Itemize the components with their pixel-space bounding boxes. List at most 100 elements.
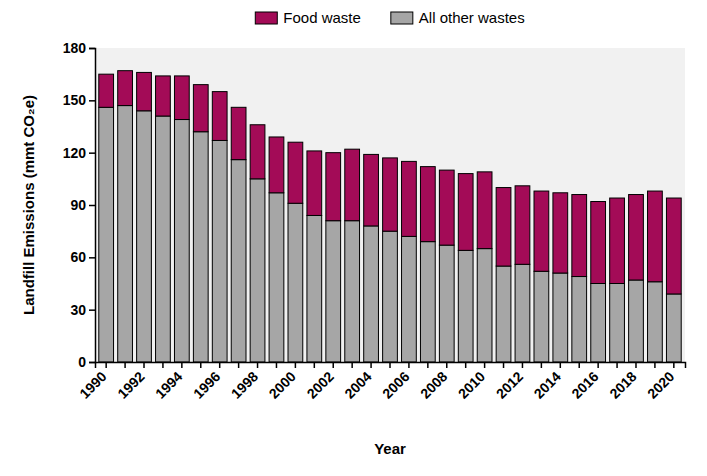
y-tick-label: 90 xyxy=(70,197,86,213)
bar xyxy=(137,111,152,362)
y-tick: 90 xyxy=(70,197,95,213)
bar xyxy=(591,284,606,363)
x-tick xyxy=(579,362,580,368)
bar xyxy=(307,151,322,216)
bar xyxy=(383,158,398,231)
x-tick-label: 2014 xyxy=(531,368,564,401)
x-tick-mark xyxy=(314,362,316,368)
bar xyxy=(307,215,322,362)
bar xyxy=(402,236,417,362)
x-tick-mark xyxy=(219,362,221,368)
bar xyxy=(364,226,379,362)
bar xyxy=(402,161,417,236)
legend-label: All other wastes xyxy=(419,9,525,26)
x-tick-label: 2018 xyxy=(606,368,639,401)
x-tick-mark xyxy=(351,362,353,368)
x-tick: 1990 xyxy=(76,362,109,402)
y-tick-mark xyxy=(89,152,95,154)
y-tick-label: 180 xyxy=(63,40,87,56)
bar xyxy=(231,107,246,159)
x-tick-mark xyxy=(370,362,372,368)
y-tick: 0 xyxy=(78,354,95,370)
x-tick: 1994 xyxy=(152,362,185,402)
x-tick-label: 2000 xyxy=(266,368,299,401)
bar xyxy=(174,76,189,120)
bar xyxy=(137,72,152,110)
x-tick-label: 1998 xyxy=(228,368,261,401)
legend: Food wasteAll other wastes xyxy=(255,9,524,26)
x-tick xyxy=(276,362,277,368)
legend-item: All other wastes xyxy=(391,9,525,26)
x-tick xyxy=(200,362,201,368)
y-tick: 180 xyxy=(63,40,95,56)
x-tick-mark xyxy=(238,362,240,368)
legend-swatch xyxy=(255,12,277,24)
x-tick-mark xyxy=(616,362,618,368)
x-tick: 2000 xyxy=(266,362,299,402)
legend-swatch xyxy=(391,12,413,24)
y-tick: 150 xyxy=(63,92,95,108)
x-tick xyxy=(162,362,163,368)
bar xyxy=(666,294,681,362)
bar xyxy=(534,271,549,362)
y-tick: 60 xyxy=(70,249,95,265)
x-tick-label: 2016 xyxy=(568,368,601,401)
bar xyxy=(648,191,663,282)
x-tick xyxy=(617,362,618,368)
x-tick: 2008 xyxy=(417,362,450,402)
y-tick: 120 xyxy=(63,145,95,161)
bars xyxy=(99,71,681,362)
bar xyxy=(99,74,114,107)
x-tick-mark xyxy=(654,362,656,368)
x-tick: 2020 xyxy=(644,362,677,402)
y-tick-mark xyxy=(89,205,95,207)
bar xyxy=(118,106,133,362)
x-tick xyxy=(541,362,542,368)
x-tick: 2006 xyxy=(379,362,412,402)
x-tick xyxy=(427,362,428,368)
y-tick-label: 30 xyxy=(70,302,86,318)
bar xyxy=(193,85,208,132)
bar xyxy=(364,154,379,226)
series-bars xyxy=(99,71,681,294)
x-tick-mark xyxy=(332,362,334,368)
x-tick-mark xyxy=(597,362,599,368)
x-tick-label: 1990 xyxy=(76,368,109,401)
x-tick xyxy=(390,362,391,368)
bar xyxy=(553,273,568,362)
bar xyxy=(174,120,189,362)
x-tick-mark xyxy=(143,362,145,368)
x-tick xyxy=(352,362,353,368)
x-tick: 1998 xyxy=(228,362,261,402)
bar xyxy=(629,280,644,362)
x-tick-mark xyxy=(560,362,562,368)
bar xyxy=(193,132,208,362)
bar xyxy=(326,153,341,221)
bar xyxy=(345,149,360,221)
bar xyxy=(610,284,625,363)
x-tick: 1992 xyxy=(114,362,147,402)
y-axis-title: Landfill Emissions (mmt CO₂e) xyxy=(20,95,37,315)
bar xyxy=(648,282,663,362)
x-axis-line xyxy=(96,363,686,369)
x-tick-mark xyxy=(408,362,410,368)
y-axis: 0 30 60 90 120 150 180 xyxy=(63,40,96,370)
x-tick-label: 2004 xyxy=(341,368,374,401)
x-axis: 1990199219941996199820002002200420062008… xyxy=(76,362,685,402)
bar xyxy=(118,71,133,106)
chart: 0 30 60 90 120 150 180 199019921994199619982000… xyxy=(0,0,707,476)
x-tick xyxy=(654,362,655,368)
bar xyxy=(572,195,587,277)
x-tick-mark xyxy=(105,362,107,368)
bar xyxy=(553,193,568,273)
y-tick-label: 60 xyxy=(70,249,86,265)
x-tick-label: 2012 xyxy=(493,368,526,401)
x-tick-mark xyxy=(181,362,183,368)
x-tick-mark xyxy=(162,362,164,368)
bar xyxy=(477,172,492,249)
x-tick-mark xyxy=(673,362,675,368)
x-tick xyxy=(238,362,239,368)
x-axis-title: Year xyxy=(374,440,406,457)
y-tick-mark xyxy=(89,100,95,102)
bar xyxy=(288,203,303,362)
